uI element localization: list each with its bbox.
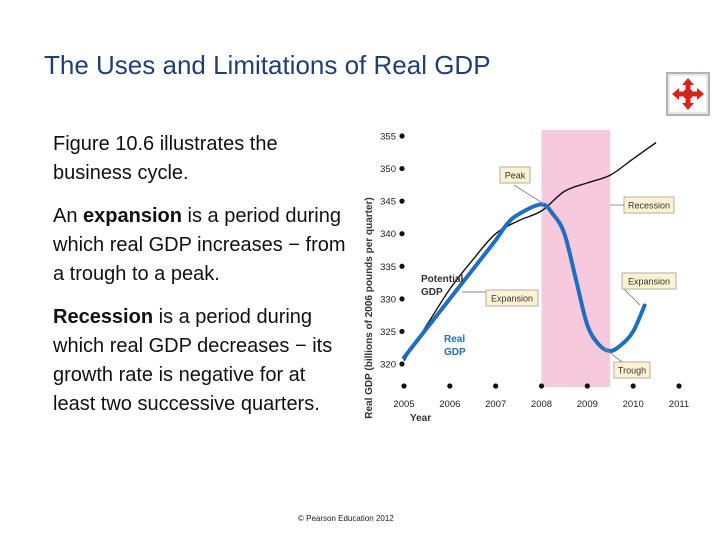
svg-text:Expansion: Expansion bbox=[491, 294, 533, 304]
x-tick-dot bbox=[538, 383, 545, 389]
svg-text:Recession: Recession bbox=[628, 201, 670, 211]
y-tick-label: 335 bbox=[380, 262, 396, 273]
y-axis: 320 325 330 335 340 345 350 355 bbox=[380, 132, 405, 371]
y-tick-dot bbox=[399, 198, 405, 204]
x-axis: 2005 2006 2007 2008 2009 2010 2011 bbox=[393, 383, 689, 410]
x-tick-dot bbox=[401, 383, 407, 389]
x-tick-label: 2005 bbox=[393, 399, 414, 410]
x-tick-dot bbox=[493, 383, 499, 389]
callout-peak: Peak bbox=[499, 166, 545, 205]
y-tick-dot bbox=[399, 296, 405, 302]
potential-gdp-line bbox=[403, 141, 657, 362]
paragraph-expansion: An expansion is a period during which re… bbox=[53, 205, 346, 285]
y-tick-dot bbox=[399, 133, 405, 139]
x-tick-label: 2010 bbox=[623, 399, 644, 410]
svg-text:Peak: Peak bbox=[505, 171, 526, 181]
x-tick-label: 2011 bbox=[669, 399, 689, 410]
y-tick-dot bbox=[399, 361, 405, 367]
y-tick-label: 355 bbox=[380, 132, 396, 143]
x-tick-dot bbox=[584, 383, 590, 389]
y-tick-dot bbox=[399, 263, 405, 269]
move-arrows-icon[interactable] bbox=[666, 72, 710, 116]
body-text: Figure 10.6 illustrates the business cyc… bbox=[53, 130, 353, 433]
svg-text:Expansion: Expansion bbox=[628, 277, 670, 287]
y-tick-dot bbox=[399, 165, 405, 172]
x-tick-dot bbox=[630, 383, 636, 389]
slide-title: The Uses and Limitations of Real GDP bbox=[44, 50, 491, 80]
y-tick-dot bbox=[399, 328, 405, 335]
x-tick-dot bbox=[447, 383, 453, 389]
y-axis-label: Real GDP (billions of 2006 pounds per qu… bbox=[364, 197, 375, 419]
paragraph-figure: Figure 10.6 illustrates the business cyc… bbox=[53, 133, 278, 184]
callout-expansion-right: Expansion bbox=[621, 272, 677, 306]
y-tick-label: 325 bbox=[380, 327, 396, 338]
callout-recession: Recession bbox=[610, 196, 675, 214]
real-gdp-line bbox=[402, 202, 647, 360]
term-recession: Recession bbox=[53, 306, 154, 328]
y-tick-dot bbox=[399, 231, 405, 237]
term-expansion: expansion bbox=[83, 205, 182, 227]
y-tick-label: 345 bbox=[380, 197, 396, 208]
x-tick-label: 2009 bbox=[577, 399, 598, 410]
callout-trough: Trough bbox=[603, 347, 651, 379]
y-tick-label: 350 bbox=[380, 164, 396, 175]
copyright-footer: © Pearson Education 2012 bbox=[298, 514, 394, 523]
y-tick-label: 330 bbox=[380, 294, 396, 305]
x-tick-label: 2007 bbox=[485, 399, 506, 410]
paragraph-recession: Recession is a period during which real … bbox=[53, 306, 333, 415]
x-tick-label: 2006 bbox=[439, 399, 460, 410]
svg-text:Trough: Trough bbox=[618, 366, 646, 376]
potential-gdp-label: Potential GDP bbox=[421, 274, 463, 298]
y-tick-label: 320 bbox=[380, 360, 396, 371]
x-axis-label: Year bbox=[410, 413, 431, 424]
x-tick-dot bbox=[676, 383, 682, 389]
real-gdp-label: Real GDP bbox=[444, 334, 466, 358]
y-tick-label: 340 bbox=[380, 229, 396, 240]
x-tick-label: 2008 bbox=[531, 399, 552, 410]
callout-expansion-left: Expansion bbox=[462, 289, 539, 307]
annotations: Peak Recession Expansion Expansion Trough bbox=[462, 166, 677, 379]
